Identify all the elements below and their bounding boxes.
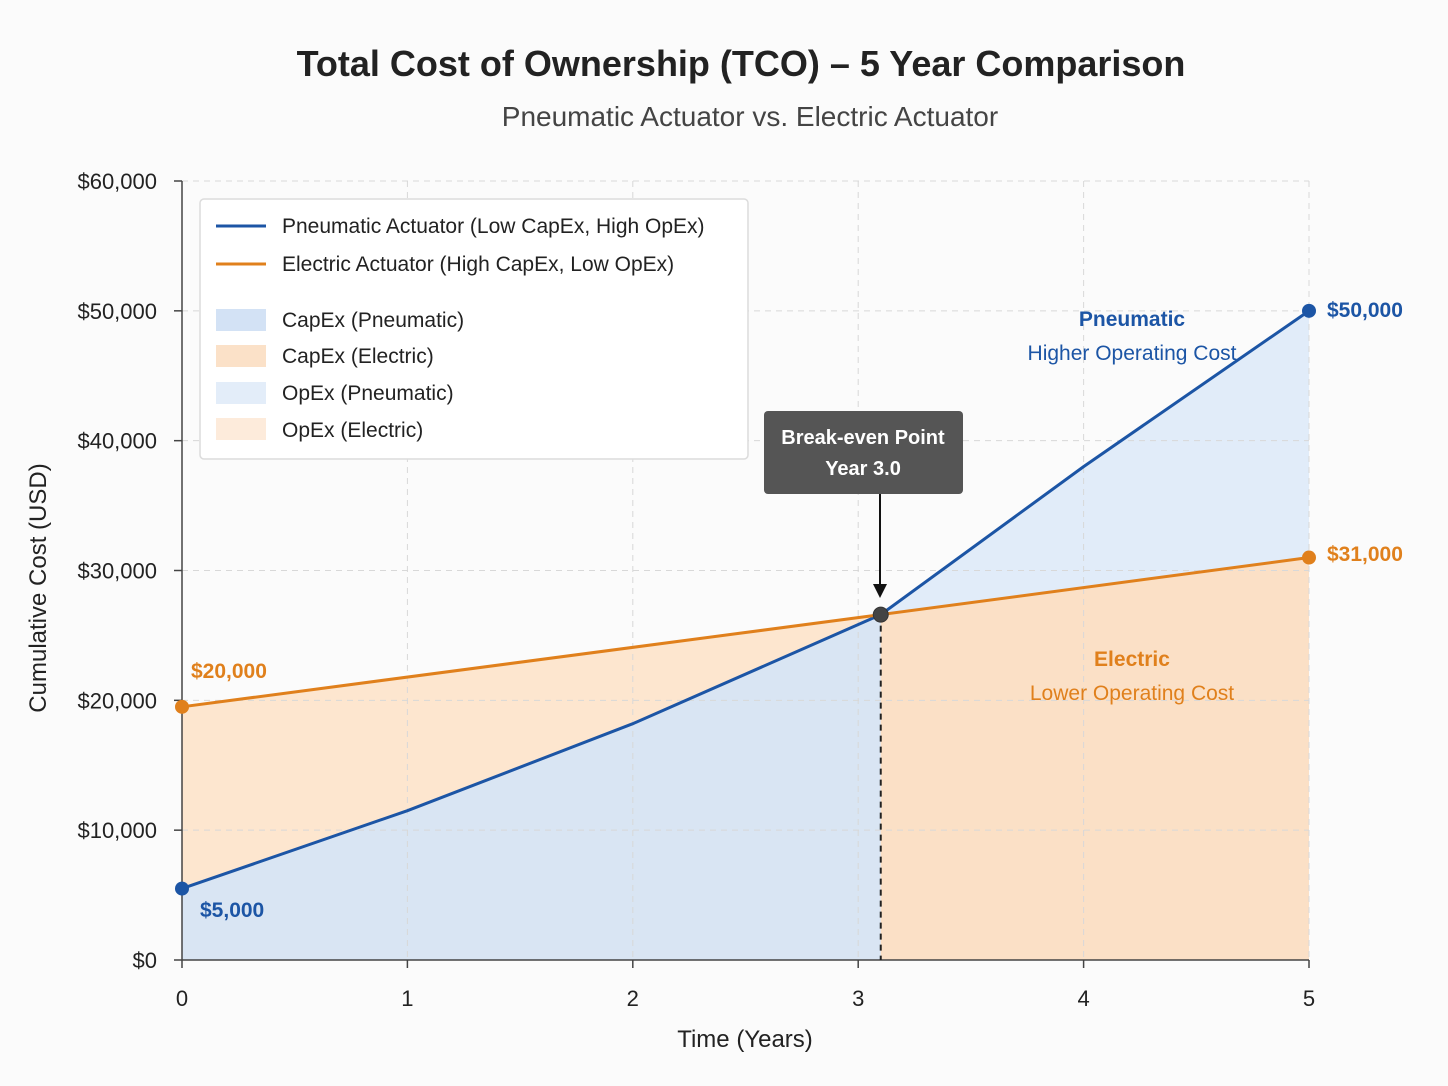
y-axis-label: Cumulative Cost (USD) xyxy=(25,463,52,712)
electric-region-note: Lower Operating Cost xyxy=(1030,682,1234,705)
legend-swatch-capex-electric xyxy=(216,345,266,367)
data-label-electric-start: $20,000 xyxy=(191,660,267,683)
legend-label-opex-pneumatic: OpEx (Pneumatic) xyxy=(282,382,454,405)
y-tick-label: $60,000 xyxy=(77,169,157,194)
x-tick-label: 0 xyxy=(176,986,188,1011)
legend-swatch-opex-pneumatic xyxy=(216,382,266,404)
y-tick-label: $40,000 xyxy=(77,429,157,454)
legend-label-electric: Electric Actuator (High CapEx, Low OpEx) xyxy=(282,253,674,276)
area-pneumatic-left xyxy=(182,614,881,960)
legend-swatch-capex-pneumatic xyxy=(216,309,266,331)
data-label-pneumatic-start: $5,000 xyxy=(200,899,264,922)
y-tick-label: $20,000 xyxy=(77,688,157,713)
area-electric-capex-band xyxy=(182,614,881,889)
point-electric-end xyxy=(1302,550,1316,565)
legend: Pneumatic Actuator (Low CapEx, High OpEx… xyxy=(199,198,749,460)
x-tick-label: 1 xyxy=(401,986,413,1011)
legend-label-opex-electric: OpEx (Electric) xyxy=(282,419,423,442)
y-tick-label: $30,000 xyxy=(77,559,157,584)
chart-title: Total Cost of Ownership (TCO) – 5 Year C… xyxy=(297,43,1186,84)
pneumatic-region-note: Higher Operating Cost xyxy=(1028,342,1237,365)
pneumatic-region-title: Pneumatic xyxy=(1079,308,1186,331)
legend-label-pneumatic: Pneumatic Actuator (Low CapEx, High OpEx… xyxy=(282,215,705,238)
callout-box xyxy=(764,411,963,494)
axes: $0 $10,000 $20,000 $30,000 $40,000 $50,000 $60… xyxy=(77,169,1315,1011)
point-pneumatic-end xyxy=(1302,303,1316,318)
area-pneumatic-opex-band xyxy=(880,310,1309,615)
legend-label-capex-pneumatic: CapEx (Pneumatic) xyxy=(282,309,464,332)
y-tick-label: $50,000 xyxy=(77,299,157,324)
legend-box xyxy=(199,198,749,460)
series-points xyxy=(175,303,1316,896)
break-even-callout: Break-even Point Year 3.0 xyxy=(764,411,963,598)
chart-subtitle: Pneumatic Actuator vs. Electric Actuator xyxy=(502,101,998,132)
callout-arrow-head xyxy=(873,584,887,598)
point-pneumatic-start xyxy=(175,881,189,896)
x-tick-label: 4 xyxy=(1077,986,1089,1011)
legend-swatch-opex-electric xyxy=(216,418,266,440)
x-tick-label: 2 xyxy=(627,986,639,1011)
electric-region-title: Electric xyxy=(1094,648,1170,671)
legend-label-capex-electric: CapEx (Electric) xyxy=(282,345,434,368)
series-line-pneumatic xyxy=(181,309,1310,891)
x-axis-label: Time (Years) xyxy=(677,1026,813,1053)
data-label-pneumatic-end: $50,000 xyxy=(1327,299,1403,322)
point-break-even xyxy=(872,606,889,623)
callout-title: Break-even Point xyxy=(781,427,945,449)
callout-year: Year 3.0 xyxy=(825,458,901,480)
data-label-electric-end: $31,000 xyxy=(1327,543,1403,566)
point-electric-start xyxy=(175,699,189,714)
y-tick-label: $0 xyxy=(133,948,157,973)
area-fills xyxy=(182,310,1309,960)
x-tick-label: 5 xyxy=(1303,986,1315,1011)
x-tick-label: 3 xyxy=(852,986,864,1011)
area-electric-right xyxy=(880,557,1309,960)
y-tick-label: $10,000 xyxy=(77,818,157,843)
